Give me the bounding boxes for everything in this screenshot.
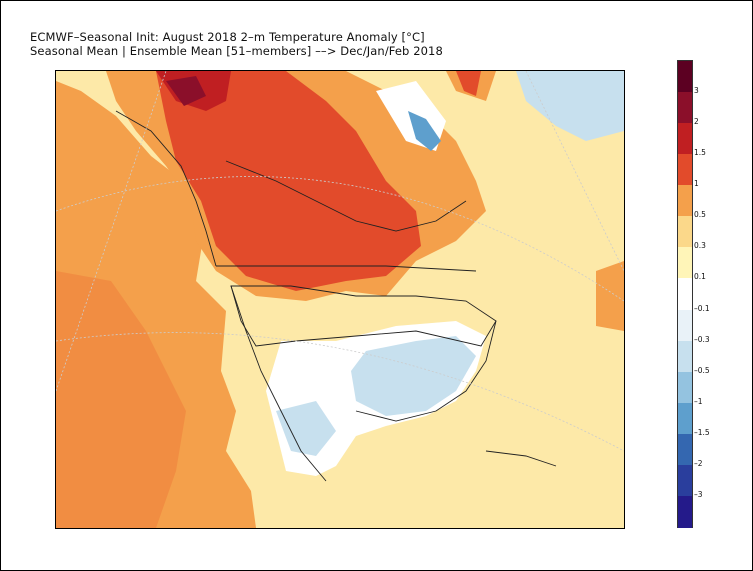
canada-us-border <box>216 265 477 272</box>
color-scale-tick-label: 2 <box>694 117 699 127</box>
atlantic-cool-patch <box>516 71 624 141</box>
color-scale-tick-label: –3 <box>694 489 703 499</box>
color-scale-segment <box>678 309 692 342</box>
color-scale-tick-label: 3 <box>694 86 699 96</box>
color-scale-tick-label: –1.5 <box>694 427 710 437</box>
longitude-line-2 <box>56 71 167 392</box>
color-scale-segment <box>678 495 692 528</box>
color-scale-tick-label: 1 <box>694 179 699 189</box>
color-scale-tick-label: –1 <box>694 396 703 406</box>
color-scale-segment <box>678 464 692 497</box>
color-scale-segment <box>678 154 692 187</box>
longitude-line-1 <box>525 71 624 272</box>
color-scale-tick-label: 0.1 <box>694 272 706 282</box>
mexico-cool-patch <box>276 401 336 456</box>
color-scale-tick-label: 0.3 <box>694 241 706 251</box>
color-scale-segment <box>678 123 692 156</box>
color-scale-segment <box>678 247 692 280</box>
color-scale-segment <box>678 92 692 125</box>
southeast-cool-area <box>351 336 476 416</box>
color-scale-tick-label: –0.5 <box>694 365 710 375</box>
canada-hot-area <box>156 71 421 291</box>
baffin-cold-patch <box>408 111 441 151</box>
figure-title: ECMWF–Seasonal Init: August 2018 2–m Tem… <box>30 30 425 44</box>
color-scale-segment <box>678 61 692 93</box>
canada-coastline <box>225 160 467 232</box>
color-scale-segment <box>678 371 692 404</box>
latitude-line-2 <box>56 176 624 302</box>
map-graphic <box>56 71 624 528</box>
color-scale-segment <box>678 185 692 218</box>
alaska-extreme-core <box>166 76 206 106</box>
figure-subtitle: Seasonal Mean | Ensemble Mean [51–member… <box>30 44 443 58</box>
color-scale-segment <box>678 216 692 249</box>
color-scale-tick-label: 0.5 <box>694 210 706 220</box>
gulf-east-coastline <box>355 320 497 422</box>
greenland-hot-core <box>456 71 481 96</box>
caribbean-outline <box>485 450 557 467</box>
color-scale-segment <box>678 402 692 435</box>
atlantic-warm-patch <box>596 261 624 331</box>
latitude-line-1 <box>56 332 624 452</box>
pacific-warm-core <box>56 271 186 528</box>
anomaly-map <box>55 70 625 529</box>
pacific-coastline <box>115 110 217 267</box>
west-coast-line <box>230 285 327 482</box>
color-scale-segment <box>678 340 692 373</box>
color-scale-segment <box>678 433 692 466</box>
color-scale-bar <box>677 60 693 528</box>
color-scale-tick-label: –0.3 <box>694 334 710 344</box>
color-scale-segment <box>678 278 692 311</box>
color-scale-tick-label: –2 <box>694 458 703 468</box>
conus-border <box>230 285 497 347</box>
color-scale-tick-label: –0.1 <box>694 303 710 313</box>
color-scale-tick-label: 1.5 <box>694 148 706 158</box>
